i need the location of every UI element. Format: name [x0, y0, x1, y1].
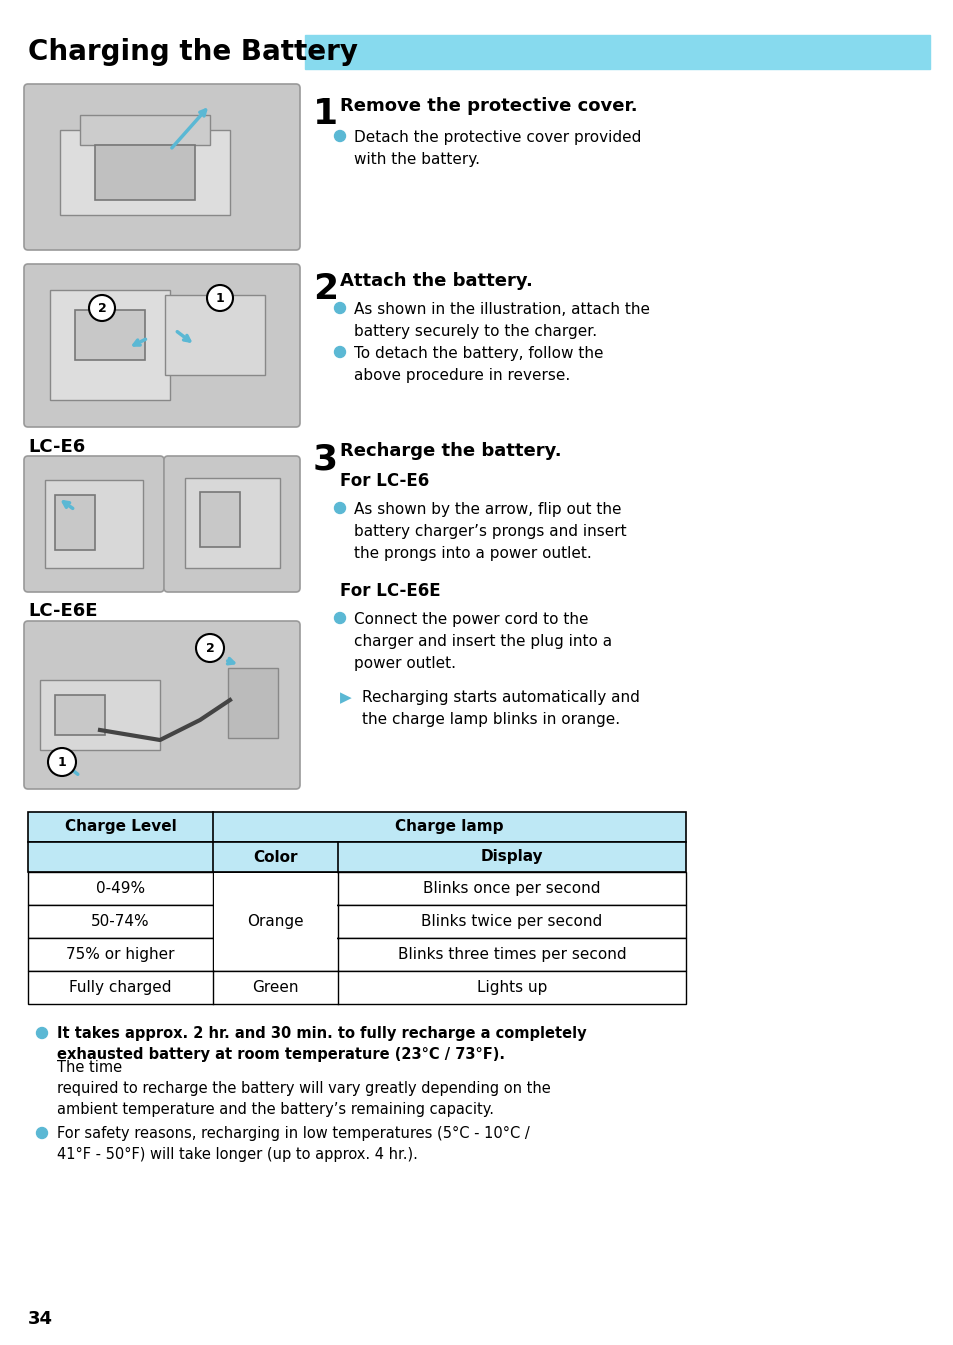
Text: Remove the protective cover.: Remove the protective cover. [339, 97, 637, 116]
Text: Lights up: Lights up [476, 981, 547, 995]
FancyBboxPatch shape [24, 621, 299, 790]
Text: Recharging starts automatically and
the charge lamp blinks in orange.: Recharging starts automatically and the … [361, 690, 639, 728]
Text: Recharge the battery.: Recharge the battery. [339, 443, 561, 460]
Text: Color: Color [253, 850, 297, 865]
Circle shape [335, 503, 345, 514]
Text: Blinks once per second: Blinks once per second [423, 881, 600, 896]
Bar [305, 35, 929, 69]
Bar [95, 145, 194, 200]
Circle shape [335, 612, 345, 624]
Text: 1: 1 [313, 97, 337, 130]
Bar [55, 495, 95, 550]
Bar [45, 480, 143, 568]
Circle shape [36, 1028, 48, 1038]
Circle shape [335, 303, 345, 313]
Text: 34: 34 [28, 1310, 53, 1328]
Bar [55, 695, 105, 734]
Text: 2: 2 [206, 642, 214, 655]
Bar [75, 309, 145, 360]
Bar [200, 492, 240, 547]
Circle shape [207, 285, 233, 311]
Text: The time
required to recharge the battery will vary greatly depending on the
amb: The time required to recharge the batter… [57, 1060, 550, 1116]
FancyBboxPatch shape [164, 456, 299, 592]
Bar [185, 477, 280, 568]
Circle shape [89, 295, 115, 321]
Text: 3: 3 [313, 443, 337, 476]
Bar [60, 130, 230, 215]
Bar [80, 116, 210, 145]
Text: 2: 2 [97, 301, 107, 315]
Bar [28, 842, 685, 872]
Text: To detach the battery, follow the
above procedure in reverse.: To detach the battery, follow the above … [354, 346, 603, 383]
Text: Attach the battery.: Attach the battery. [339, 272, 533, 291]
Text: As shown in the illustration, attach the
battery securely to the charger.: As shown in the illustration, attach the… [354, 303, 649, 339]
Bar [28, 905, 685, 937]
Text: Detach the protective cover provided
with the battery.: Detach the protective cover provided wit… [354, 130, 640, 167]
Text: 1: 1 [215, 292, 224, 304]
Text: Charge Level: Charge Level [65, 819, 176, 834]
Text: 1: 1 [57, 756, 67, 768]
Text: For LC-E6E: For LC-E6E [339, 582, 440, 600]
Text: Blinks three times per second: Blinks three times per second [397, 947, 626, 962]
Bar [28, 937, 685, 971]
Text: Charge lamp: Charge lamp [395, 819, 503, 834]
Bar [40, 681, 160, 751]
Text: 2: 2 [313, 272, 337, 307]
Text: It takes approx. 2 hr. and 30 min. to fully recharge a completely
exhausted batt: It takes approx. 2 hr. and 30 min. to fu… [57, 1026, 586, 1063]
Text: LC-E6E: LC-E6E [28, 603, 97, 620]
Text: 50-74%: 50-74% [91, 915, 150, 929]
Bar [28, 971, 685, 1003]
Text: For LC-E6: For LC-E6 [339, 472, 429, 490]
Circle shape [335, 130, 345, 141]
Text: As shown by the arrow, flip out the
battery charger’s prongs and insert
the pron: As shown by the arrow, flip out the batt… [354, 502, 626, 561]
Text: Orange: Orange [247, 915, 303, 929]
Text: LC-E6: LC-E6 [28, 438, 85, 456]
Text: Fully charged: Fully charged [70, 981, 172, 995]
Circle shape [48, 748, 76, 776]
Circle shape [36, 1127, 48, 1138]
FancyBboxPatch shape [24, 264, 299, 426]
FancyBboxPatch shape [24, 456, 164, 592]
Bar [165, 295, 265, 375]
Text: Blinks twice per second: Blinks twice per second [421, 915, 602, 929]
Bar [28, 812, 685, 842]
Bar [50, 291, 170, 399]
Text: ▶: ▶ [339, 690, 352, 705]
Text: Charging the Battery: Charging the Battery [28, 38, 357, 66]
Text: 75% or higher: 75% or higher [66, 947, 174, 962]
Circle shape [195, 633, 224, 662]
Bar [228, 668, 277, 738]
Text: Display: Display [480, 850, 543, 865]
Bar [213, 873, 336, 970]
Bar [28, 872, 685, 905]
Text: For safety reasons, recharging in low temperatures (5°C - 10°C /
41°F - 50°F) wi: For safety reasons, recharging in low te… [57, 1126, 529, 1162]
Text: 0-49%: 0-49% [96, 881, 145, 896]
Text: Connect the power cord to the
charger and insert the plug into a
power outlet.: Connect the power cord to the charger an… [354, 612, 612, 671]
Circle shape [335, 347, 345, 358]
Text: Green: Green [252, 981, 298, 995]
FancyBboxPatch shape [24, 83, 299, 250]
